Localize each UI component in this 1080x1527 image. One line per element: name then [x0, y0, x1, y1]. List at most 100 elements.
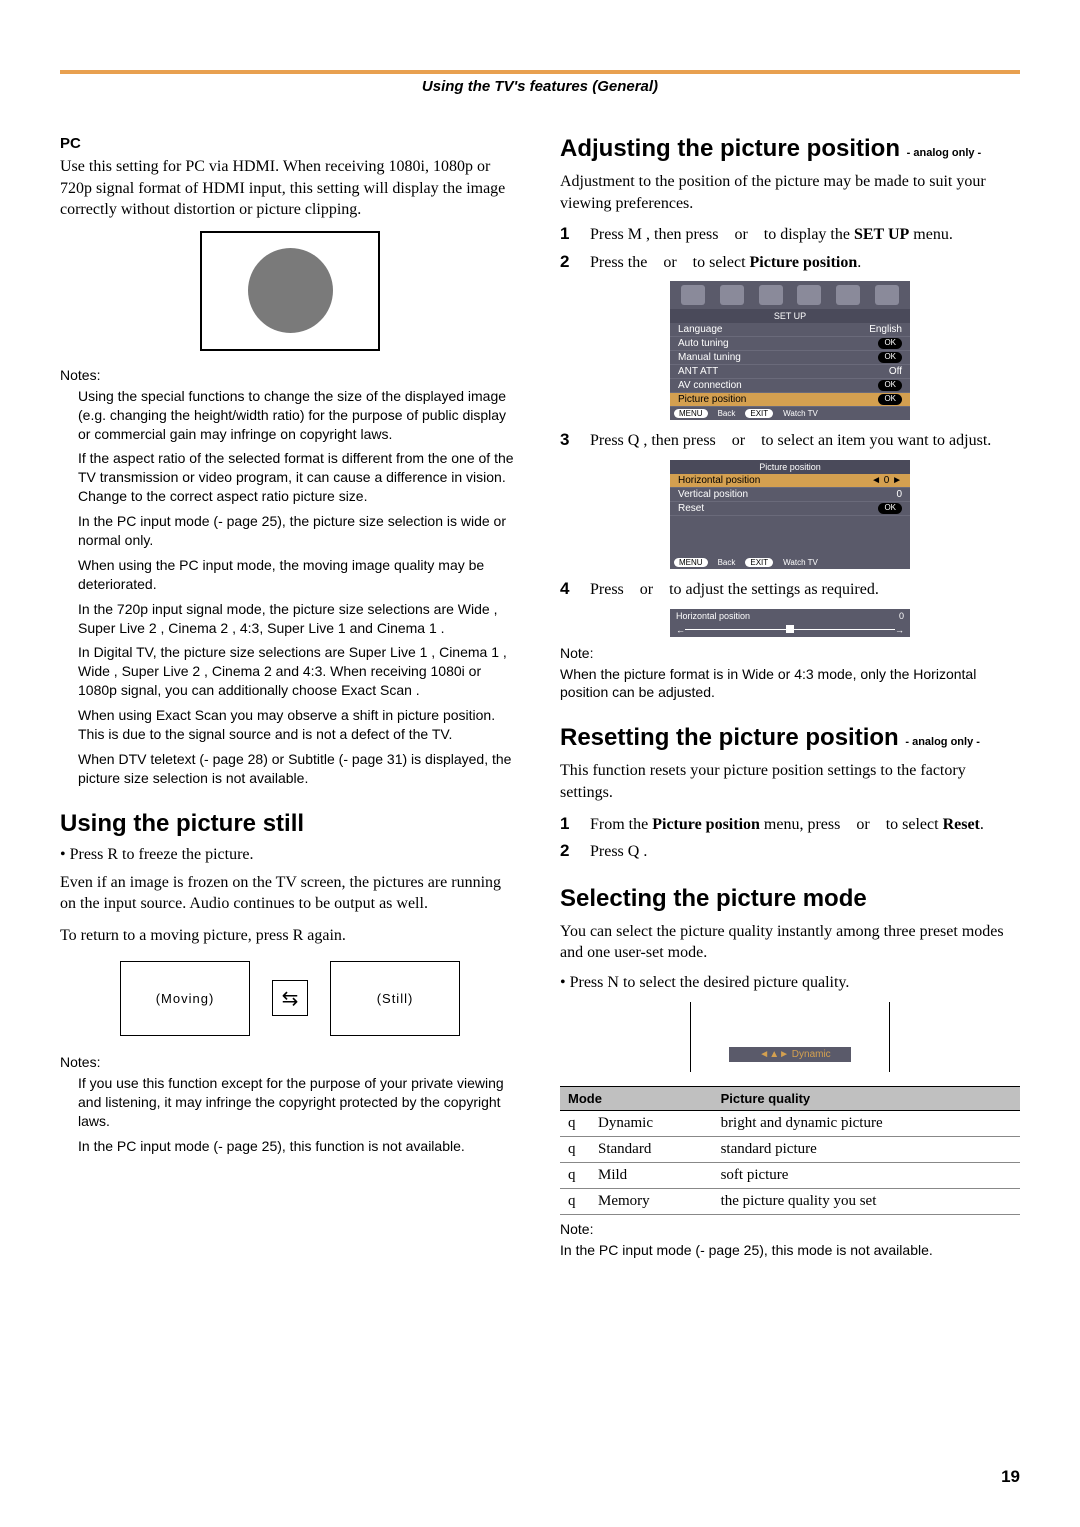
left-column: PC Use this setting for PC via HDMI. Whe…: [60, 135, 520, 1266]
step-2: 2 Press the or to select Picture positio…: [560, 252, 1020, 274]
step-4: 4 Press or to adjust the settings as req…: [560, 579, 1020, 601]
moving-box: (Moving): [120, 961, 250, 1036]
content-columns: PC Use this setting for PC via HDMI. Whe…: [60, 135, 1020, 1266]
setup-row-highlighted: Picture positionOK: [670, 393, 910, 407]
adjust-heading-text: Adjusting the picture position: [560, 135, 900, 162]
adj-note-label: Note:: [560, 645, 1020, 661]
note-item: If you use this function except for the …: [78, 1074, 520, 1131]
menu-icon: [681, 285, 705, 305]
setup-row: ANT ATTOff: [670, 365, 910, 379]
adj-note: When the picture format is in Wide or 4:…: [560, 665, 1020, 703]
reset-step-2: 2 Press Q .: [560, 841, 1020, 863]
swap-arrow-icon: ⇆: [272, 980, 308, 1016]
reset-step-1: 1 From the Picture position menu, press …: [560, 814, 1020, 836]
table-row: qDynamicbright and dynamic picture: [560, 1110, 1020, 1136]
notes-label: Notes:: [60, 367, 520, 383]
reset-heading-text: Resetting the picture position: [560, 724, 899, 751]
pp-row: Vertical position0: [670, 488, 910, 502]
page-number: 19: [1001, 1467, 1020, 1487]
slider-line: [685, 629, 895, 630]
mode-bullet: • Press N to select the desired picture …: [560, 974, 1020, 992]
still-notes-label: Notes:: [60, 1054, 520, 1070]
pc-description: Use this setting for PC via HDMI. When r…: [60, 156, 520, 221]
note-item: When using Exact Scan you may observe a …: [78, 706, 520, 744]
still-box: (Still): [330, 961, 460, 1036]
reset-heading-sub: - analog only -: [905, 736, 980, 748]
setup-row: LanguageEnglish: [670, 323, 910, 337]
step-text: Press M , then press or to display the S…: [590, 224, 1020, 246]
step-num: 1: [560, 224, 578, 246]
arrow-left-icon: ←: [676, 625, 685, 635]
adjust-intro: Adjustment to the position of the pictur…: [560, 171, 1020, 214]
setup-row: AV connectionOK: [670, 379, 910, 393]
header-bar: [60, 70, 1020, 74]
table-header: Picture quality: [713, 1086, 1020, 1110]
note-item: Using the special functions to change th…: [78, 387, 520, 444]
still-p2: To return to a moving picture, press R a…: [60, 925, 520, 947]
note-item: When DTV teletext (- page 28) or Subtitl…: [78, 750, 520, 788]
hslider-track: ← →: [670, 623, 910, 637]
mode-note-label: Note:: [560, 1221, 1020, 1237]
pc-diagram: [200, 231, 380, 351]
pp-row: ResetOK: [670, 502, 910, 516]
table-header-row: Mode Picture quality: [560, 1086, 1020, 1110]
slider-knob: [786, 625, 794, 633]
step-3: 3 Press Q , then press or to select an i…: [560, 430, 1020, 452]
table-row: qStandardstandard picture: [560, 1136, 1020, 1162]
menu-icon: [875, 285, 899, 305]
menu-icon: [720, 285, 744, 305]
still-bullet: • Press R to freeze the picture.: [60, 846, 520, 864]
note-item: If the aspect ratio of the selected form…: [78, 449, 520, 506]
pp-row-highlighted: Horizontal position◄ 0 ►: [670, 474, 910, 488]
step-num: 1: [560, 814, 578, 836]
setup-icon-row: [670, 281, 910, 309]
pp-title: Picture position: [670, 460, 910, 474]
table-row: qMildsoft picture: [560, 1162, 1020, 1188]
menu-icon: [836, 285, 860, 305]
note-item: In the PC input mode (- page 25), this f…: [78, 1137, 520, 1156]
note-item: In the PC input mode (- page 25), the pi…: [78, 512, 520, 550]
menu-icon: [797, 285, 821, 305]
adjust-heading: Adjusting the picture position - analog …: [560, 135, 1020, 163]
step-num: 4: [560, 579, 578, 601]
step-num: 2: [560, 252, 578, 274]
arrow-right-icon: →: [895, 625, 904, 635]
mode-note: In the PC input mode (- page 25), this m…: [560, 1241, 1020, 1260]
step-text: From the Picture position menu, press or…: [590, 814, 1020, 836]
still-p1: Even if an image is frozen on the TV scr…: [60, 872, 520, 915]
step-num: 3: [560, 430, 578, 452]
dynamic-label: ◄▲► Dynamic: [729, 1047, 850, 1062]
setup-title: SET UP: [670, 309, 910, 323]
menu-icon: [759, 285, 783, 305]
table-header: Mode: [560, 1086, 713, 1110]
mode-intro: You can select the picture quality insta…: [560, 921, 1020, 964]
right-column: Adjusting the picture position - analog …: [560, 135, 1020, 1266]
setup-menu: SET UP LanguageEnglish Auto tuningOK Man…: [670, 281, 910, 420]
step-text: Press Q .: [590, 841, 1020, 863]
adjust-heading-sub: - analog only -: [907, 147, 982, 159]
dynamic-preview: ◄▲► Dynamic: [690, 1002, 890, 1072]
step-text: Press the or to select Picture position.: [590, 252, 1020, 274]
pp-footer: MENUBack EXITWatch TV: [670, 556, 910, 569]
setup-row: Auto tuningOK: [670, 337, 910, 351]
setup-row: Manual tuningOK: [670, 351, 910, 365]
reset-heading: Resetting the picture position - analog …: [560, 724, 1020, 752]
step-1: 1 Press M , then press or to display the…: [560, 224, 1020, 246]
moving-still-diagram: (Moving) ⇆ (Still): [120, 958, 460, 1038]
note-item: In Digital TV, the picture size selectio…: [78, 643, 520, 700]
page-header: Using the TV's features (General): [60, 78, 1020, 95]
table-row: qMemorythe picture quality you set: [560, 1188, 1020, 1214]
hslider-header: Horizontal position 0: [670, 609, 910, 623]
step-num: 2: [560, 841, 578, 863]
picture-position-menu: Picture position Horizontal position◄ 0 …: [670, 460, 910, 569]
horizontal-slider: Horizontal position 0 ← →: [670, 609, 910, 637]
still-heading: Using the picture still: [60, 810, 520, 838]
mode-heading: Selecting the picture mode: [560, 885, 1020, 913]
pc-heading: PC: [60, 135, 520, 152]
note-item: When using the PC input mode, the moving…: [78, 556, 520, 594]
circle-icon: [248, 248, 333, 333]
step-text: Press or to adjust the settings as requi…: [590, 579, 1020, 601]
reset-intro: This function resets your picture positi…: [560, 760, 1020, 803]
step-text: Press Q , then press or to select an ite…: [590, 430, 1020, 452]
setup-footer: MENUBack EXITWatch TV: [670, 407, 910, 420]
